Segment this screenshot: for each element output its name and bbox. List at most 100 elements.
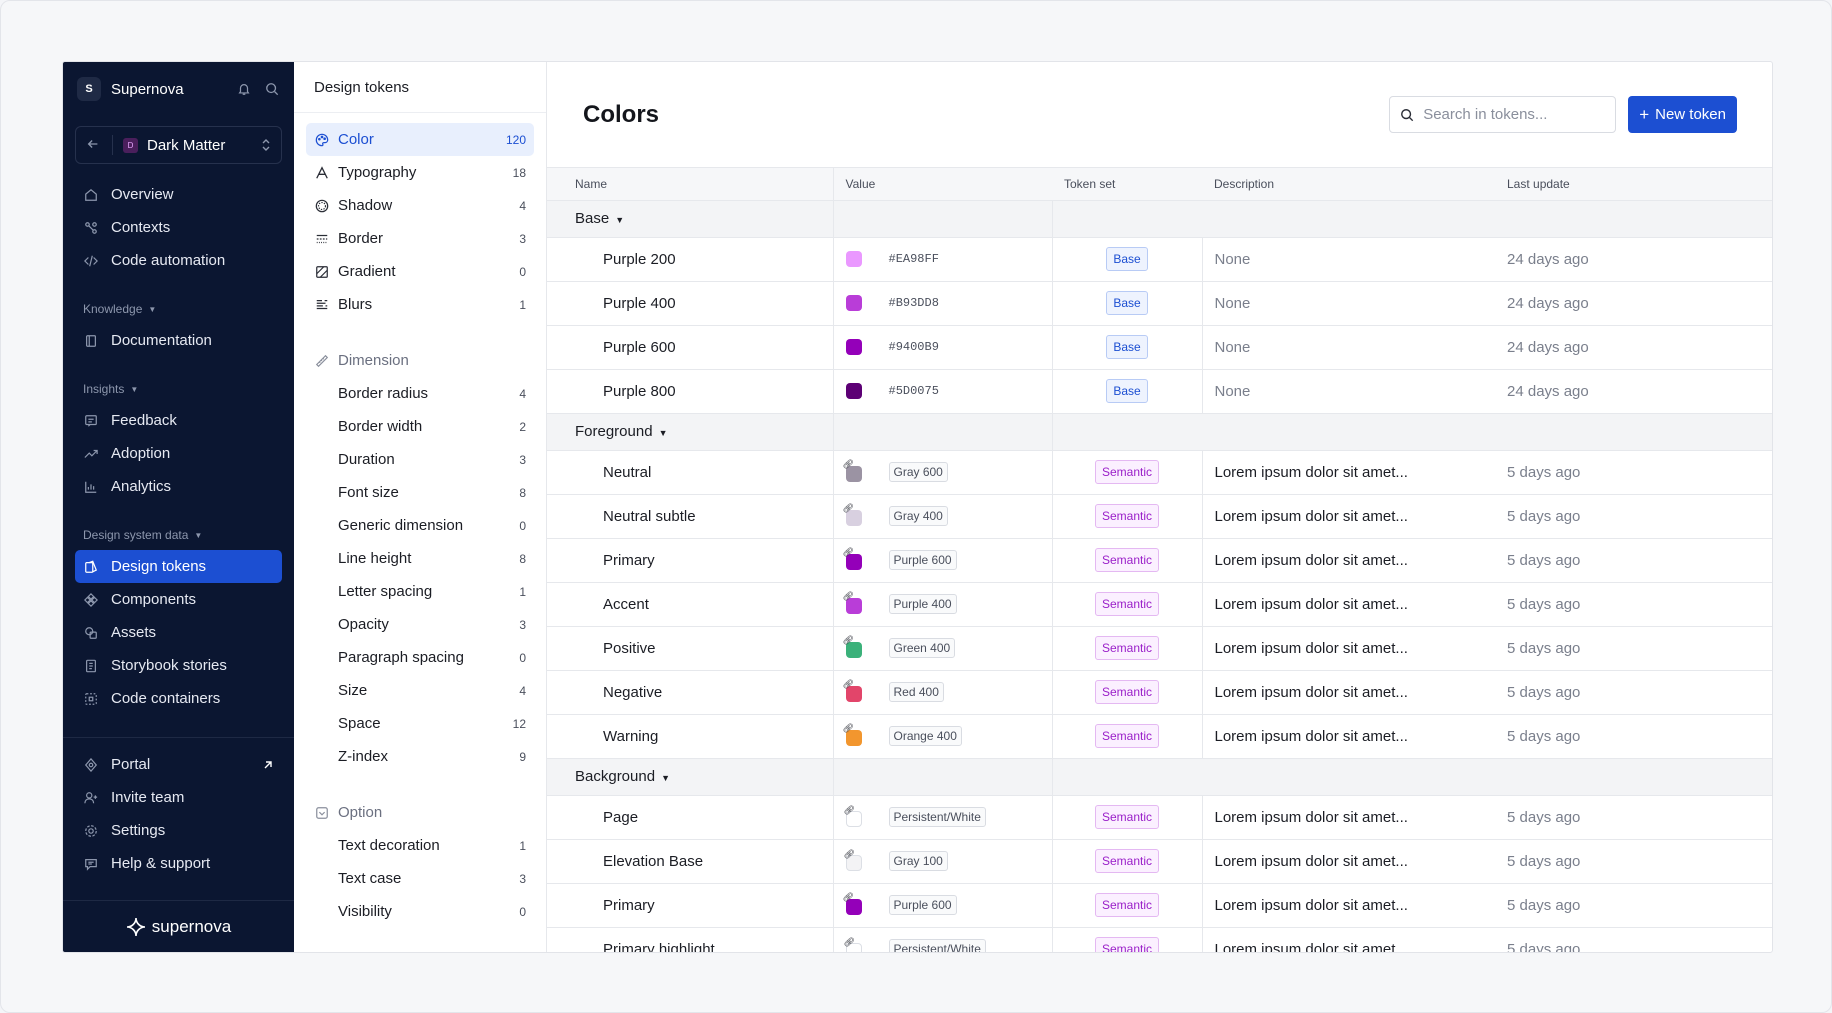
color-swatch[interactable]: 🔗︎ <box>843 635 862 658</box>
color-swatch[interactable]: 🔗︎ <box>844 849 862 871</box>
category-text-decoration[interactable]: Text decoration 1 <box>306 829 534 862</box>
nav-item-adoption[interactable]: Adoption <box>75 437 282 470</box>
table-row[interactable]: Page 🔗︎ Persistent/White Semantic Lorem i… <box>547 795 1772 840</box>
table-group-row[interactable]: Background ▼ <box>547 758 1772 796</box>
caret-down-icon[interactable]: ▼ <box>658 428 668 438</box>
token-reference[interactable]: Purple 600 <box>888 895 957 915</box>
token-reference[interactable]: Gray 400 <box>888 506 948 526</box>
search-box[interactable] <box>1389 96 1617 133</box>
category-text-case[interactable]: Text case 3 <box>306 862 534 895</box>
bell-icon[interactable] <box>236 81 252 97</box>
workspace-name[interactable]: Supernova <box>111 80 184 98</box>
nav-item-assets[interactable]: Assets <box>75 616 282 649</box>
nav-item-overview[interactable]: Overview <box>75 178 282 211</box>
category-gradient[interactable]: Gradient 0 <box>306 255 534 288</box>
nav-item-code-containers[interactable]: Code containers <box>75 682 282 715</box>
nav-item-documentation[interactable]: Documentation <box>75 324 282 357</box>
nav-item-design-tokens[interactable]: Design tokens <box>75 550 282 583</box>
category-generic-dimension[interactable]: Generic dimension 0 <box>306 509 534 542</box>
nav-item-invite-team[interactable]: Invite team <box>75 781 282 814</box>
nav-item-settings[interactable]: Settings <box>75 814 282 847</box>
table-row[interactable]: Neutral subtle 🔗︎ Gray 400 Semantic Lorem… <box>547 494 1772 539</box>
nav-item-code-automation[interactable]: Code automation <box>75 244 282 277</box>
category-border-width[interactable]: Border width 2 <box>306 410 534 443</box>
color-swatch[interactable]: 🔗︎ <box>843 723 862 746</box>
color-swatch[interactable] <box>845 383 862 399</box>
table-row[interactable]: Neutral 🔗︎ Gray 600 Semantic Lorem ipsum … <box>547 450 1772 495</box>
nav-item-help-support[interactable]: Help & support <box>75 847 282 880</box>
token-reference[interactable]: Persistent/White <box>888 939 986 952</box>
token-reference[interactable]: Gray 100 <box>888 851 948 871</box>
nav-item-storybook-stories[interactable]: Storybook stories <box>75 649 282 682</box>
category-line-height[interactable]: Line height 8 <box>306 542 534 575</box>
caret-down-icon[interactable]: ▼ <box>661 773 670 783</box>
table-row[interactable]: Positive 🔗︎ Green 400 Semantic Lorem ipsu… <box>547 626 1772 671</box>
design-system-switcher[interactable]: D Dark Matter <box>75 126 282 164</box>
nav-item-analytics[interactable]: Analytics <box>75 470 282 503</box>
caret-down-icon[interactable]: ▼ <box>615 215 625 225</box>
color-swatch[interactable] <box>845 251 862 267</box>
column-header-last-update[interactable]: Last update <box>1495 168 1772 201</box>
color-swatch[interactable]: 🔗︎ <box>843 591 862 614</box>
column-header-name[interactable]: Name <box>547 168 833 201</box>
category-size[interactable]: Size 4 <box>306 674 534 707</box>
table-row[interactable]: Purple 800 #5D0075 Base None 24 days ago <box>547 369 1772 414</box>
color-swatch[interactable]: 🔗︎ <box>843 503 862 526</box>
nav-item-contexts[interactable]: Contexts <box>75 211 282 244</box>
category-letter-spacing[interactable]: Letter spacing 1 <box>306 575 534 608</box>
token-reference[interactable]: Green 400 <box>888 638 956 658</box>
category-color[interactable]: Color 120 <box>306 123 534 156</box>
token-reference[interactable]: Persistent/White <box>888 807 986 827</box>
token-reference[interactable]: Red 400 <box>888 682 944 702</box>
nav-section-knowledge[interactable]: Knowledge ▼ <box>75 299 282 319</box>
table-row[interactable]: Elevation Base 🔗︎ Gray 100 Semantic Lorem… <box>547 839 1772 884</box>
workspace-logo[interactable]: S <box>77 77 101 101</box>
nav-item-components[interactable]: Components <box>75 583 282 616</box>
category-z-index[interactable]: Z-index 9 <box>306 740 534 773</box>
table-row[interactable]: Accent 🔗︎ Purple 400 Semantic Lorem ipsum… <box>547 582 1772 627</box>
search-input[interactable] <box>1423 106 1594 123</box>
table-row[interactable]: Purple 600 #9400B9 Base None 24 days ago <box>547 325 1772 370</box>
color-swatch[interactable]: 🔗︎ <box>843 679 862 702</box>
category-border[interactable]: Border 3 <box>306 222 534 255</box>
category-space[interactable]: Space 12 <box>306 707 534 740</box>
table-group-row[interactable]: Base ▼ <box>547 200 1772 238</box>
token-reference[interactable]: Orange 400 <box>888 726 962 746</box>
nav-item-feedback[interactable]: Feedback <box>75 404 282 437</box>
table-row[interactable]: Negative 🔗︎ Red 400 Semantic Lorem ipsum … <box>547 670 1772 715</box>
column-header-value[interactable]: Value <box>832 168 1052 201</box>
category-opacity[interactable]: Opacity 3 <box>306 608 534 641</box>
category-duration[interactable]: Duration 3 <box>306 443 534 476</box>
nav-item-portal[interactable]: Portal <box>75 748 282 781</box>
table-row[interactable]: Primary highlight 🔗︎ Persistent/White Sem… <box>547 927 1772 952</box>
column-header-token-set[interactable]: Token set <box>1052 168 1202 201</box>
nav-section-insights[interactable]: Insights ▼ <box>75 379 282 399</box>
token-reference[interactable]: Purple 400 <box>888 594 957 614</box>
color-swatch[interactable]: 🔗︎ <box>843 892 862 915</box>
search-icon[interactable] <box>264 81 280 97</box>
category-blurs[interactable]: Blurs 1 <box>306 288 534 321</box>
color-swatch[interactable] <box>845 295 862 311</box>
table-row[interactable]: Purple 200 #EA98FF Base None 24 days ago <box>547 237 1772 282</box>
token-reference[interactable]: Purple 600 <box>888 550 957 570</box>
category-shadow[interactable]: Shadow 4 <box>306 189 534 222</box>
nav-section-design-system-data[interactable]: Design system data ▼ <box>75 525 282 545</box>
table-row[interactable]: Primary 🔗︎ Purple 600 Semantic Lorem ipsu… <box>547 538 1772 583</box>
table-group-row[interactable]: Foreground ▼ <box>547 413 1772 451</box>
color-swatch[interactable] <box>845 339 862 355</box>
column-header-description[interactable]: Description <box>1202 168 1495 201</box>
arrow-left-icon[interactable] <box>86 137 102 154</box>
new-token-button[interactable]: + New token <box>1628 96 1737 133</box>
color-swatch[interactable]: 🔗︎ <box>843 547 862 570</box>
category-typography[interactable]: Typography 18 <box>306 156 534 189</box>
table-row[interactable]: Purple 400 #B93DD8 Base None 24 days ago <box>547 281 1772 326</box>
token-reference[interactable]: Gray 600 <box>888 462 948 482</box>
color-swatch[interactable]: 🔗︎ <box>844 937 862 952</box>
table-row[interactable]: Primary 🔗︎ Purple 600 Semantic Lorem ipsu… <box>547 883 1772 928</box>
category-paragraph-spacing[interactable]: Paragraph spacing 0 <box>306 641 534 674</box>
color-swatch[interactable]: 🔗︎ <box>843 459 862 482</box>
color-swatch[interactable]: 🔗︎ <box>844 805 862 827</box>
category-font-size[interactable]: Font size 8 <box>306 476 534 509</box>
table-row[interactable]: Warning 🔗︎ Orange 400 Semantic Lorem ipsu… <box>547 714 1772 759</box>
category-visibility[interactable]: Visibility 0 <box>306 895 534 928</box>
